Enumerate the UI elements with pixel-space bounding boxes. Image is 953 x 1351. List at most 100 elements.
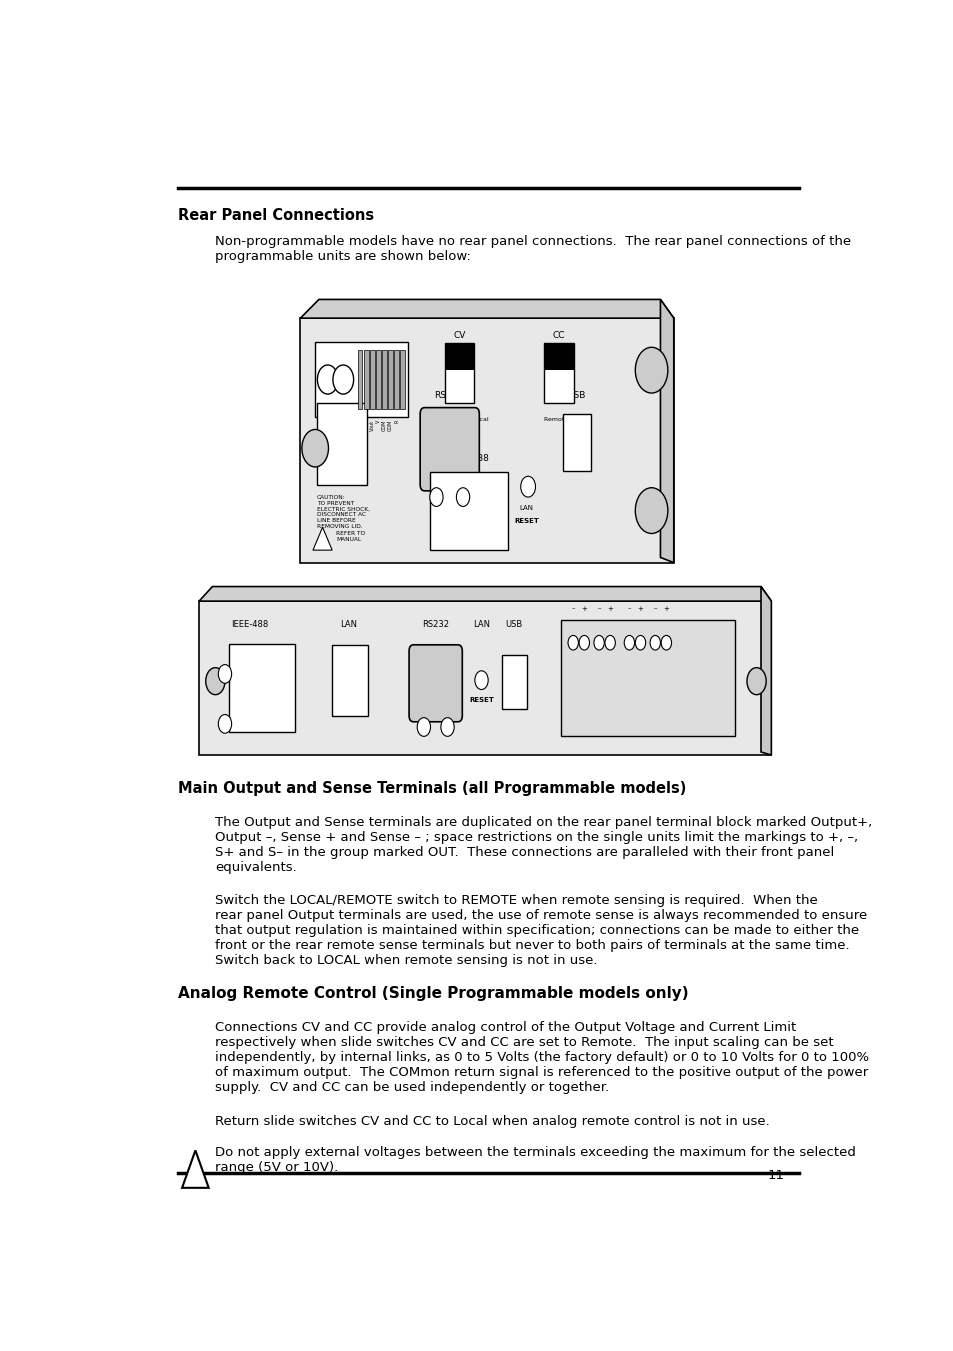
Text: +: + (637, 605, 642, 612)
Text: IEEE-488: IEEE-488 (231, 620, 268, 628)
Polygon shape (313, 527, 332, 550)
Circle shape (218, 715, 232, 734)
Circle shape (301, 430, 328, 467)
Bar (544, 343, 574, 370)
Text: 11: 11 (767, 1169, 783, 1182)
Text: !: ! (321, 540, 324, 544)
FancyBboxPatch shape (300, 319, 673, 562)
Circle shape (635, 635, 645, 650)
Circle shape (660, 635, 671, 650)
Text: +: + (607, 605, 613, 612)
Bar (382, 350, 386, 408)
Bar (501, 655, 527, 709)
Text: The Output and Sense terminals are duplicated on the rear panel terminal block m: The Output and Sense terminals are dupli… (215, 816, 872, 874)
Text: SENSE OUTPUT: SENSE OUTPUT (630, 663, 687, 670)
Bar (444, 343, 474, 370)
Text: RS232: RS232 (422, 620, 449, 628)
Text: S–: S– (357, 420, 362, 426)
Text: Switch the LOCAL/REMOTE switch to REMOTE when remote sensing is required.  When : Switch the LOCAL/REMOTE switch to REMOTE… (215, 894, 866, 967)
Bar (357, 350, 362, 408)
Text: Remote  Local: Remote Local (443, 417, 488, 422)
Text: — SLAVE —: — SLAVE — (633, 685, 671, 690)
Circle shape (746, 667, 765, 694)
Circle shape (456, 488, 469, 507)
Circle shape (635, 488, 667, 534)
Text: S+: S+ (363, 420, 369, 427)
Circle shape (218, 665, 232, 684)
Text: V: V (375, 420, 380, 423)
Circle shape (206, 667, 225, 694)
Text: USB: USB (505, 620, 522, 628)
Text: +: + (662, 605, 669, 612)
Text: Rear Panel Connections: Rear Panel Connections (178, 208, 375, 223)
Text: O/P 2: O/P 2 (646, 703, 663, 709)
Text: LAN: LAN (519, 505, 533, 512)
Bar (388, 350, 393, 408)
Bar (332, 644, 367, 716)
Circle shape (623, 635, 634, 650)
Bar (314, 342, 407, 417)
Bar (560, 620, 735, 736)
Text: COM: COM (381, 420, 387, 431)
Text: —MASTER—: —MASTER— (564, 685, 605, 690)
Circle shape (578, 635, 589, 650)
Polygon shape (199, 586, 771, 601)
Text: –   +: – + (316, 422, 334, 430)
FancyBboxPatch shape (419, 408, 478, 490)
Circle shape (649, 635, 659, 650)
Circle shape (440, 717, 454, 736)
Circle shape (429, 488, 442, 507)
Text: IEEE-488: IEEE-488 (449, 454, 488, 463)
Text: Do not apply external voltages between the terminals exceeding the maximum for t: Do not apply external voltages between t… (215, 1146, 856, 1174)
Bar (400, 350, 404, 408)
Text: RESET: RESET (469, 697, 494, 703)
Text: – OUT: – OUT (314, 435, 337, 443)
Text: !: ! (192, 1162, 198, 1177)
Bar (199, 601, 771, 755)
Bar (370, 350, 375, 408)
Bar (375, 350, 380, 408)
Text: LAN: LAN (316, 390, 335, 400)
Bar (316, 404, 367, 485)
Polygon shape (182, 1151, 209, 1188)
Polygon shape (760, 586, 771, 755)
Text: O/P 1: O/P 1 (579, 703, 597, 709)
Text: –: – (653, 605, 657, 612)
Polygon shape (659, 300, 673, 562)
Text: Analog Remote Control (Single Programmable models only): Analog Remote Control (Single Programmab… (178, 986, 688, 1001)
Bar (364, 350, 368, 408)
Bar (544, 343, 574, 404)
Circle shape (594, 635, 603, 650)
Circle shape (604, 635, 615, 650)
Text: RESET: RESET (514, 517, 538, 524)
Text: CAUTION:
TO PREVENT
ELECTRIC SHOCK,
DISCONNECT AC
LINE BEFORE
REMOVING LID.: CAUTION: TO PREVENT ELECTRIC SHOCK, DISC… (316, 494, 369, 530)
FancyBboxPatch shape (409, 644, 462, 721)
Circle shape (317, 365, 337, 394)
Text: CC: CC (553, 331, 565, 339)
Polygon shape (300, 300, 673, 319)
Text: COM: COM (388, 420, 393, 431)
Circle shape (475, 671, 488, 689)
Text: LAN: LAN (473, 620, 490, 628)
Circle shape (416, 717, 430, 736)
Text: CV: CV (453, 331, 465, 339)
Text: RS232: RS232 (434, 390, 463, 400)
Text: Connections CV and CC provide analog control of the Output Voltage and Current L: Connections CV and CC provide analog con… (215, 1021, 868, 1094)
Bar (444, 343, 474, 404)
Bar (429, 471, 508, 550)
Circle shape (567, 635, 578, 650)
Text: SENSE OUTPUT: SENSE OUTPUT (560, 663, 618, 670)
Circle shape (520, 477, 535, 497)
Text: REFER TO
MANUAL: REFER TO MANUAL (335, 531, 365, 542)
Text: USB: USB (566, 390, 585, 400)
Text: R: R (394, 420, 398, 423)
Text: –: – (597, 605, 600, 612)
Text: –: – (627, 605, 631, 612)
Text: Non-programmable models have no rear panel connections.  The rear panel connecti: Non-programmable models have no rear pan… (215, 235, 851, 263)
Text: LAN: LAN (339, 620, 356, 628)
Circle shape (635, 347, 667, 393)
Text: +: + (580, 605, 587, 612)
Text: Main Output and Sense Terminals (all Programmable models): Main Output and Sense Terminals (all Pro… (178, 781, 686, 796)
Text: –: – (571, 605, 575, 612)
Text: Vout: Vout (370, 420, 375, 431)
